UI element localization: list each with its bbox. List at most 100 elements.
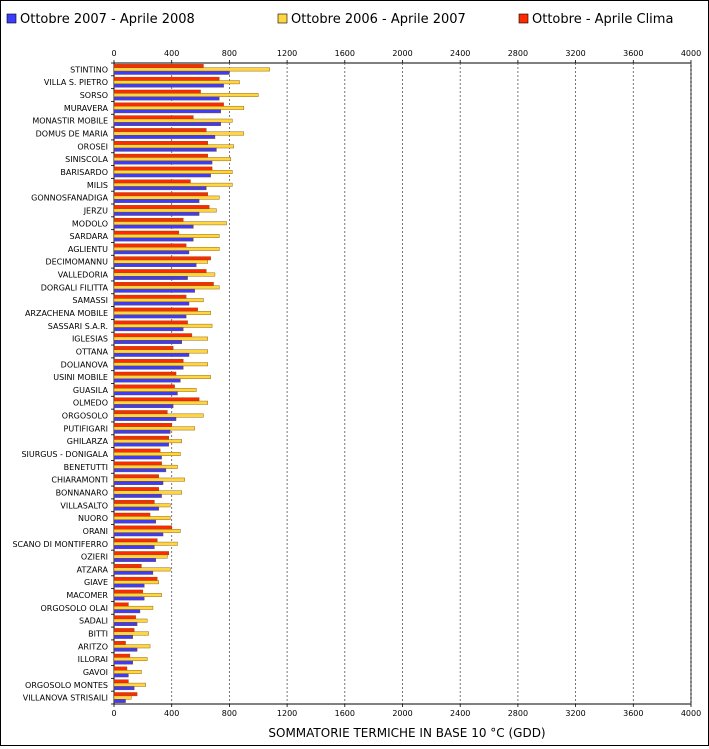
category-label: ORANI <box>83 527 108 536</box>
bar <box>113 397 200 402</box>
bar <box>113 128 207 133</box>
bar <box>113 538 158 543</box>
bar <box>113 576 158 581</box>
category-label: SASSARI S.A.R. <box>48 322 108 331</box>
bar <box>113 294 187 299</box>
bar <box>113 96 220 101</box>
bar <box>113 141 208 145</box>
bar <box>113 435 170 440</box>
bar <box>113 205 210 209</box>
category-label: DORGALI FILITTA <box>41 283 109 292</box>
legend: Ottobre 2007 - Aprile 2008 Ottobre 2006 … <box>6 12 673 27</box>
bar <box>113 301 190 306</box>
category-label: VALLEDORIA <box>58 271 109 280</box>
bar <box>113 503 171 508</box>
category-label: GUASILA <box>73 386 109 395</box>
bar <box>113 224 194 229</box>
x-tick-label-top: 4000 <box>681 49 701 58</box>
bar <box>113 660 133 665</box>
bar <box>113 333 193 338</box>
bar <box>113 314 187 319</box>
bar <box>113 230 180 235</box>
bar <box>113 541 178 546</box>
bar <box>113 358 184 363</box>
bar <box>113 605 154 610</box>
category-label: ORGOSOLO <box>62 412 108 421</box>
bar <box>113 499 155 504</box>
bar <box>113 263 197 268</box>
category-label: ARITZO <box>78 642 108 651</box>
category-label: MILIS <box>87 181 108 190</box>
bar <box>113 464 178 469</box>
bar <box>113 519 157 524</box>
bar <box>113 269 207 274</box>
x-tick-label-bottom: 0 <box>111 709 116 718</box>
x-tick-label-bottom: 1600 <box>335 709 355 718</box>
legend-swatch-2007-2008 <box>6 13 17 24</box>
bar <box>113 583 145 588</box>
bar <box>113 461 162 466</box>
category-label: IGLESIAS <box>72 335 108 344</box>
x-tick-label-bottom: 4000 <box>681 709 701 718</box>
bar <box>113 506 159 511</box>
bar <box>113 109 221 114</box>
category-label: VILLANOVA STRISAILI <box>23 694 108 703</box>
bar <box>113 670 142 674</box>
bar <box>113 452 181 456</box>
bar <box>113 644 151 649</box>
category-label: GONNOSFANADIGA <box>31 194 108 203</box>
category-label: OLMEDO <box>73 399 108 408</box>
bar <box>113 516 171 521</box>
bar <box>113 160 213 165</box>
top-tick-labels: 0 400 800 1200 1600 2000 2400 2800 3200 3600 4000 <box>111 49 701 58</box>
bar <box>113 529 181 533</box>
category-label: ORGOSOLO MONTES <box>25 681 108 690</box>
bar <box>113 76 220 81</box>
legend-label-2006-2007: Ottobre 2006 - Aprile 2007 <box>291 12 466 27</box>
bar <box>113 157 232 162</box>
bar <box>113 673 129 678</box>
category-label: BONNANARO <box>56 488 108 497</box>
bar <box>113 474 159 479</box>
bar <box>113 657 148 662</box>
bar <box>113 468 167 473</box>
bar <box>113 166 213 171</box>
x-tick-label-top: 3600 <box>623 49 643 58</box>
bottom-tick-labels: 0 400 800 1200 1600 2000 2400 2800 3200 3600 4000 <box>111 709 701 718</box>
bar <box>113 83 224 88</box>
bar <box>113 384 175 389</box>
category-label: SIURGUS - DONIGALA <box>21 450 108 459</box>
bar <box>113 596 145 601</box>
legend-label-clima: Ottobre - Aprile Clima <box>532 12 673 27</box>
bar <box>113 272 216 277</box>
bar <box>113 371 177 376</box>
bar <box>113 545 155 550</box>
bar <box>113 147 217 152</box>
bar <box>113 653 131 658</box>
x-tick-label-top: 0 <box>111 49 116 58</box>
bar <box>113 131 245 136</box>
category-label: MONASTIR MOBILE <box>32 117 108 126</box>
x-tick-label-bottom: 800 <box>222 709 237 718</box>
bar <box>113 426 195 431</box>
x-tick-label-bottom: 2800 <box>508 709 528 718</box>
bar <box>113 400 208 405</box>
bar <box>113 551 170 556</box>
category-label: BITTI <box>88 629 108 638</box>
category-label: CHIARAMONTI <box>51 476 108 485</box>
bar <box>113 118 233 123</box>
bar <box>113 323 213 328</box>
bar <box>113 67 270 72</box>
bar <box>113 320 188 325</box>
x-tick-label-bottom: 3200 <box>565 709 585 718</box>
category-label: DOMUS DE MARIA <box>36 130 109 139</box>
category-label: ILLORAI <box>78 655 108 664</box>
bar <box>113 256 211 261</box>
bar <box>113 115 194 120</box>
bar <box>113 135 216 139</box>
category-label: OROSEI <box>77 142 108 151</box>
bar <box>113 327 184 332</box>
x-tick-label-top: 2000 <box>392 49 412 58</box>
category-label: SARDARA <box>70 232 109 241</box>
